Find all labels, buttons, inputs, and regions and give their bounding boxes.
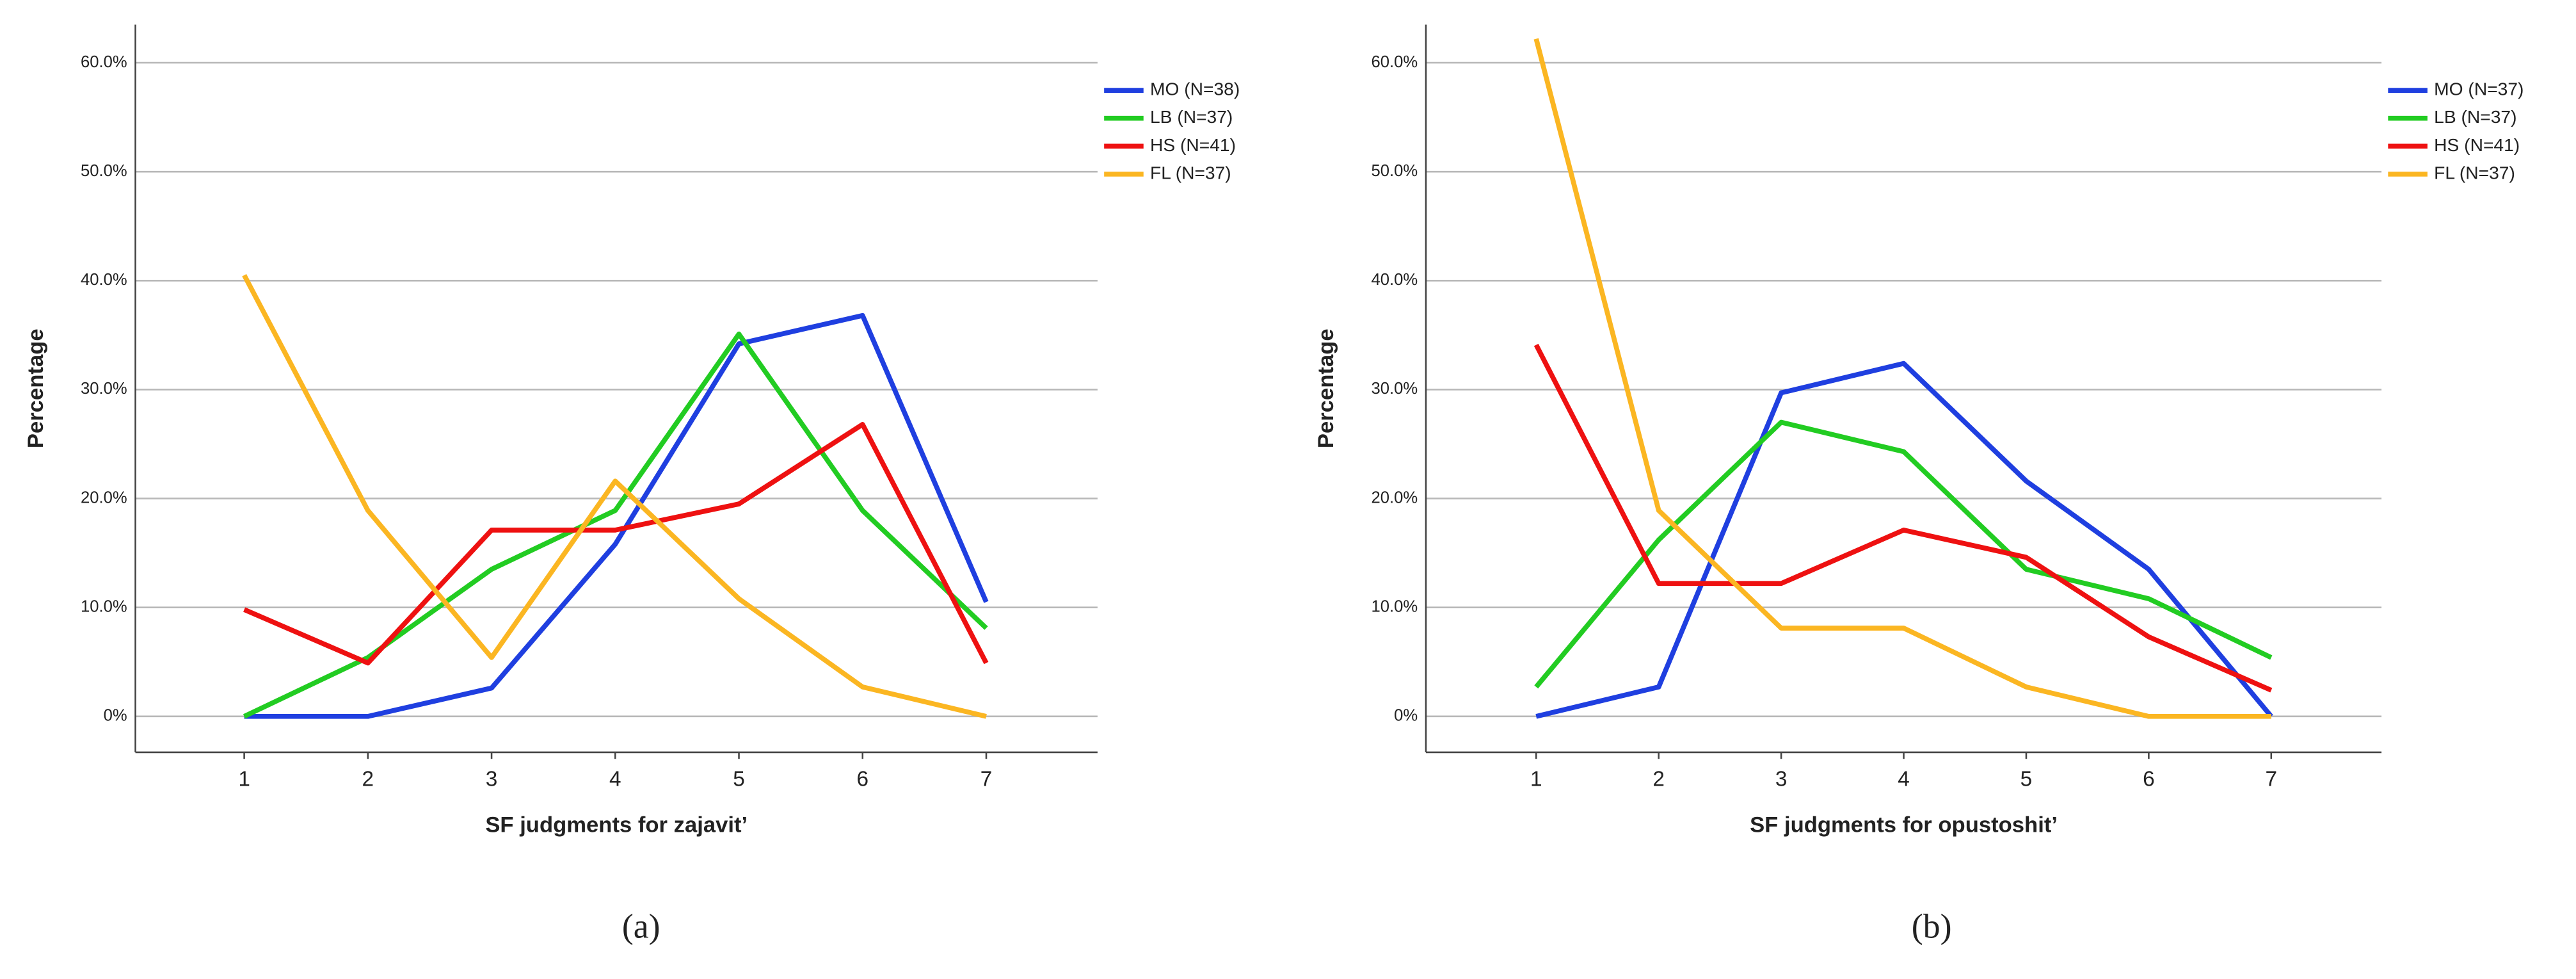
x-tick-label: 5: [2020, 767, 2033, 791]
y-tick-label: 60.0%: [1371, 53, 1418, 71]
x-tick-label: 2: [362, 767, 374, 791]
series-line: [244, 312, 989, 719]
legend-label: HS (N=41): [2434, 134, 2520, 155]
series-line: [243, 331, 988, 719]
x-tick-label: 1: [238, 767, 250, 791]
y-axis-title: Percentage: [1314, 328, 1338, 448]
x-tick-label: 3: [486, 767, 498, 791]
series-line: [243, 422, 989, 666]
x-tick-label: 6: [856, 767, 868, 791]
y-tick-label: 20.0%: [1371, 489, 1418, 506]
y-tick-label: 50.0%: [81, 162, 127, 180]
caption: (b): [1912, 907, 1952, 945]
series-line: [242, 273, 987, 719]
y-tick-label: 40.0%: [1371, 271, 1418, 289]
y-tick-label: 30.0%: [1371, 380, 1418, 398]
x-tick-label: 7: [980, 767, 993, 791]
y-tick-label: 10.0%: [1371, 597, 1418, 615]
x-tick-label: 1: [1530, 767, 1542, 791]
legend-label: MO (N=38): [1150, 79, 1240, 99]
x-tick-label: 4: [609, 767, 621, 791]
legend-label: LB (N=37): [1150, 106, 1233, 127]
y-tick-label: 30.0%: [81, 380, 127, 398]
y-tick-label: 40.0%: [81, 271, 127, 289]
legend-label: MO (N=37): [2434, 79, 2524, 99]
x-tick-label: 2: [1652, 767, 1665, 791]
x-tick-label: 6: [2143, 767, 2155, 791]
x-axis-title: SF judgments for opustoshit’: [1750, 813, 2058, 837]
y-tick-label: 20.0%: [81, 489, 127, 506]
series-line: [1533, 343, 2273, 693]
y-tick-label: 0%: [1394, 707, 1418, 725]
legend-label: LB (N=37): [2434, 106, 2516, 127]
legend-label: FL (N=37): [2434, 162, 2515, 182]
x-tick-label: 5: [733, 767, 745, 791]
legend-label: FL (N=37): [1150, 162, 1231, 182]
series-line: [1533, 38, 2271, 719]
series-line: [1535, 360, 2273, 719]
x-tick-label: 4: [1898, 767, 1910, 791]
legend-label: HS (N=41): [1150, 134, 1236, 155]
caption: (a): [622, 907, 660, 945]
y-axis-title: Percentage: [24, 328, 48, 448]
y-tick-label: 50.0%: [1371, 162, 1418, 180]
x-tick-label: 3: [1775, 767, 1788, 791]
y-tick-label: 10.0%: [81, 597, 127, 615]
series-line: [1534, 419, 2273, 689]
x-tick-label: 7: [2266, 767, 2278, 791]
y-tick-label: 60.0%: [81, 53, 127, 71]
x-axis-title: SF judgments for zajavit’: [485, 813, 748, 837]
y-tick-label: 0%: [104, 707, 127, 725]
